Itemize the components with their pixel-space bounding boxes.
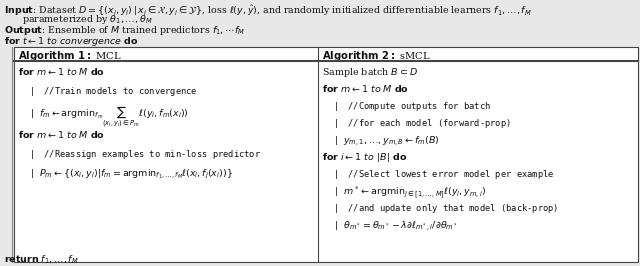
Text: $|$  $P_m \leftarrow \{(x_i, y_i)|f_m = \mathrm{argmin}_{f_1,\ldots,f_M} \ell(x_: $|$ $P_m \leftarrow \{(x_i, y_i)|f_m = \… [30,168,233,181]
Text: $\mathbf{for}$ $i \leftarrow 1$ $\mathit{to}$ $|B|$ $\mathbf{do}$: $\mathbf{for}$ $i \leftarrow 1$ $\mathit… [322,151,407,164]
Text: $\mathbf{Algorithm\ 1:}$ MCL: $\mathbf{Algorithm\ 1:}$ MCL [18,49,122,63]
Text: $\mathbf{for}$ $t \leftarrow 1$ $\mathit{to\ convergence}$ $\mathbf{do}$: $\mathbf{for}$ $t \leftarrow 1$ $\mathit… [4,35,139,48]
Text: $|$  $\theta_{m^*} = \theta_{m^*} - \lambda\partial\ell_{m^*,i}/\partial\theta_{: $|$ $\theta_{m^*} = \theta_{m^*} - \lamb… [334,219,458,233]
Text: $\mathbf{Output}$: Ensemble of $M$ trained predictors $f_1, \cdots f_M$: $\mathbf{Output}$: Ensemble of $M$ train… [4,24,245,37]
Text: $\mathbf{Input}$: Dataset $D = \{(x_i, y_i)\,|\,x_i \in \mathcal{X}, y_i \in \ma: $\mathbf{Input}$: Dataset $D = \{(x_i, y… [4,3,532,18]
Text: $|$  $f_m \leftarrow \mathrm{argmin}_{f_m} \sum_{(x_i,y_i)\in P_m} \ell(y_i, f_m: $|$ $f_m \leftarrow \mathrm{argmin}_{f_m… [30,105,189,130]
Text: Sample batch $B \subset D$: Sample batch $B \subset D$ [322,66,418,79]
Text: $|$  $y_{m,1}, \ldots, y_{m,B} \leftarrow f_m(B)$: $|$ $y_{m,1}, \ldots, y_{m,B} \leftarrow… [334,134,440,148]
Bar [0,0,640,70]
Bar [14,47,638,262]
Text: $|$  //Select lowest error model per example: $|$ //Select lowest error model per exam… [334,168,554,181]
Text: $\mathbf{for}$ $m \leftarrow 1$ $\mathit{to}$ $M$ $\mathbf{do}$: $\mathbf{for}$ $m \leftarrow 1$ $\mathit… [18,128,105,139]
Text: $|$  //for each model (forward-prop): $|$ //for each model (forward-prop) [334,117,511,130]
Text: $|$  //Reassign examples to min-loss predictor: $|$ //Reassign examples to min-loss pred… [30,148,261,161]
Text: $\mathbf{for}$ $m \leftarrow 1$ $\mathit{to}$ $M$ $\mathbf{do}$: $\mathbf{for}$ $m \leftarrow 1$ $\mathit… [18,66,105,77]
Text: $|$  //and update only that model (back-prop): $|$ //and update only that model (back-p… [334,202,558,215]
Text: $|$  //Train models to convergence: $|$ //Train models to convergence [30,85,198,98]
Text: $\mathbf{return}$ $f_1, \ldots, f_M$: $\mathbf{return}$ $f_1, \ldots, f_M$ [4,253,79,265]
Text: $|$  //Compute outputs for batch: $|$ //Compute outputs for batch [334,100,491,113]
Text: $\mathbf{Algorithm\ 2:}$ sMCL: $\mathbf{Algorithm\ 2:}$ sMCL [322,49,431,63]
Text: $|$  $m^* \leftarrow \mathrm{argmin}_{j\in[1,\ldots,M]} \ell(y_i, y_{m,i})$: $|$ $m^* \leftarrow \mathrm{argmin}_{j\i… [334,185,486,201]
Text: parameterized by $\theta_1, \ldots, \theta_M$: parameterized by $\theta_1, \ldots, \the… [22,13,153,26]
Text: $\mathbf{for}$ $m \leftarrow 1$ $\mathit{to}$ $M$ $\mathbf{do}$: $\mathbf{for}$ $m \leftarrow 1$ $\mathit… [322,83,409,94]
